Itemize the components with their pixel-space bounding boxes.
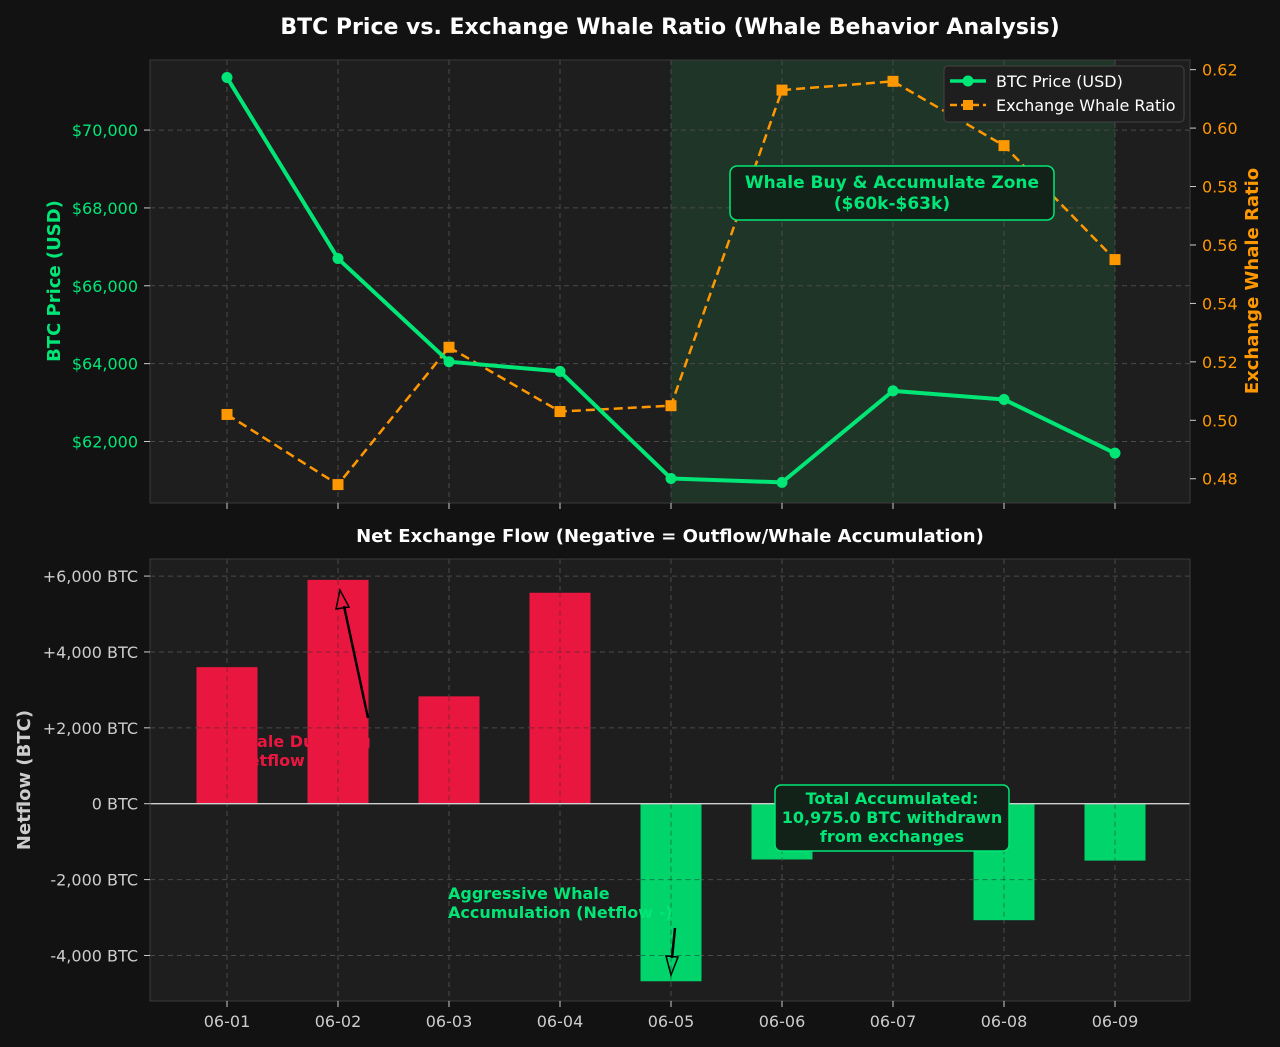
bottom-ytick-label-5: +6,000 BTC: [43, 567, 138, 586]
bottom-ytick-label-4: +4,000 BTC: [43, 643, 138, 662]
total-accumulated-line1: Total Accumulated:: [806, 789, 979, 808]
top-y-axis-label: BTC Price (USD): [44, 200, 65, 362]
ratio-point-06-02: [332, 479, 344, 491]
accumulation-annotation-line2: Accumulation (Netflow -): [448, 903, 673, 922]
bottom-ytick-label-3: +2,000 BTC: [43, 719, 138, 738]
total-accumulated-annotation: Total Accumulated: 10,975.0 BTC withdraw…: [774, 784, 1010, 852]
bottom-xtick-label-06-05: 06-05: [648, 1012, 695, 1031]
top-ytick-label-4: $70,000: [72, 121, 138, 140]
bottom-chart-title: Net Exchange Flow (Negative = Outflow/Wh…: [356, 526, 984, 547]
top-y2tick-label-6: 0.60: [1202, 119, 1238, 138]
accumulate-zone-annotation: Whale Buy & Accumulate Zone ($60k-$63k): [729, 165, 1055, 221]
bottom-xtick-label-06-02: 06-02: [315, 1012, 362, 1031]
dumping-arrow-shaft: [342, 605, 370, 719]
top-y2-axis-label: Exchange Whale Ratio: [1242, 168, 1263, 394]
total-accumulated-line3: from exchanges: [820, 827, 964, 846]
ratio-point-06-05: [665, 400, 677, 412]
bottom-plot-border: [149, 558, 1191, 1002]
chart-title: BTC Price vs. Exchange Whale Ratio (Whal…: [280, 15, 1059, 40]
price-point-06-08: [998, 393, 1010, 405]
bottom-xtick-label-06-06: 06-06: [759, 1012, 806, 1031]
price-point-06-04: [554, 365, 566, 377]
legend-ratio-label: Exchange Whale Ratio: [996, 96, 1175, 115]
top-ytick-label-1: $64,000: [72, 355, 138, 374]
accumulate-zone-line1: Whale Buy & Accumulate Zone: [745, 173, 1039, 193]
accumulate-zone-line2: ($60k-$63k): [834, 194, 950, 214]
bottom-xtick-label-06-07: 06-07: [870, 1012, 917, 1031]
price-point-06-06: [776, 476, 788, 488]
legend-price-label: BTC Price (USD): [996, 72, 1123, 91]
ratio-point-06-06: [776, 84, 788, 96]
price-point-06-07: [887, 385, 899, 397]
legend-box: [943, 65, 1185, 123]
bottom-xtick-label-06-08: 06-08: [981, 1012, 1028, 1031]
legend-price-marker: [962, 75, 974, 87]
top-y2tick-label-2: 0.52: [1202, 353, 1238, 372]
top-y2tick-label-0: 0.48: [1202, 470, 1238, 489]
price-point-06-03: [443, 356, 455, 368]
total-accumulated-line2: 10,975.0 BTC withdrawn: [782, 808, 1003, 827]
top-y2tick-label-4: 0.56: [1202, 236, 1238, 255]
ratio-point-06-01: [221, 408, 233, 420]
dumping-annotation-line1: Whale Dumping: [228, 732, 371, 751]
accumulation-arrow-shaft: [670, 927, 677, 959]
ratio-point-06-08: [998, 140, 1010, 152]
bottom-ytick-label-1: -2,000 BTC: [50, 871, 138, 890]
accumulate-zone-box: [729, 165, 1055, 221]
top-ytick-label-0: $62,000: [72, 432, 138, 451]
price-point-06-05: [665, 472, 677, 484]
price-point-06-01: [221, 72, 233, 84]
ratio-point-06-04: [554, 406, 566, 418]
accumulation-arrow-head: [665, 955, 680, 978]
top-y2tick-label-1: 0.50: [1202, 411, 1238, 430]
bottom-y-axis-label: Netflow (BTC): [14, 710, 35, 850]
bottom-xtick-label-06-09: 06-09: [1092, 1012, 1139, 1031]
dumping-annotation-line2: (Netflow +): [228, 751, 331, 770]
bottom-xtick-label-06-01: 06-01: [204, 1012, 251, 1031]
accumulation-annotation-line1: Aggressive Whale: [448, 884, 610, 903]
price-point-06-09: [1109, 447, 1121, 459]
netflow-bar-06-05: [640, 803, 702, 982]
bottom-xtick-label-06-04: 06-04: [537, 1012, 584, 1031]
top-ytick-label-3: $68,000: [72, 199, 138, 218]
top-y2tick-label-5: 0.58: [1202, 178, 1238, 197]
top-y2tick-label-7: 0.62: [1202, 61, 1238, 80]
top-y2tick-label-3: 0.54: [1202, 294, 1238, 313]
legend: BTC Price (USD) Exchange Whale Ratio: [943, 65, 1185, 123]
ratio-point-06-09: [1109, 254, 1121, 266]
netflow-bar-06-03: [418, 696, 480, 804]
total-accumulated-box: [774, 784, 1010, 852]
top-ytick-label-2: $66,000: [72, 277, 138, 296]
ratio-point-06-07: [887, 75, 899, 87]
bottom-xtick-label-06-03: 06-03: [426, 1012, 473, 1031]
dumping-arrow-head: [335, 587, 351, 610]
legend-ratio-marker: [963, 100, 973, 110]
ratio-point-06-03: [443, 341, 455, 353]
price-point-06-02: [332, 253, 344, 265]
bottom-ytick-label-2: 0 BTC: [92, 795, 138, 814]
top-plot-border: [149, 59, 1191, 504]
bottom-ytick-label-0: -4,000 BTC: [50, 946, 138, 965]
